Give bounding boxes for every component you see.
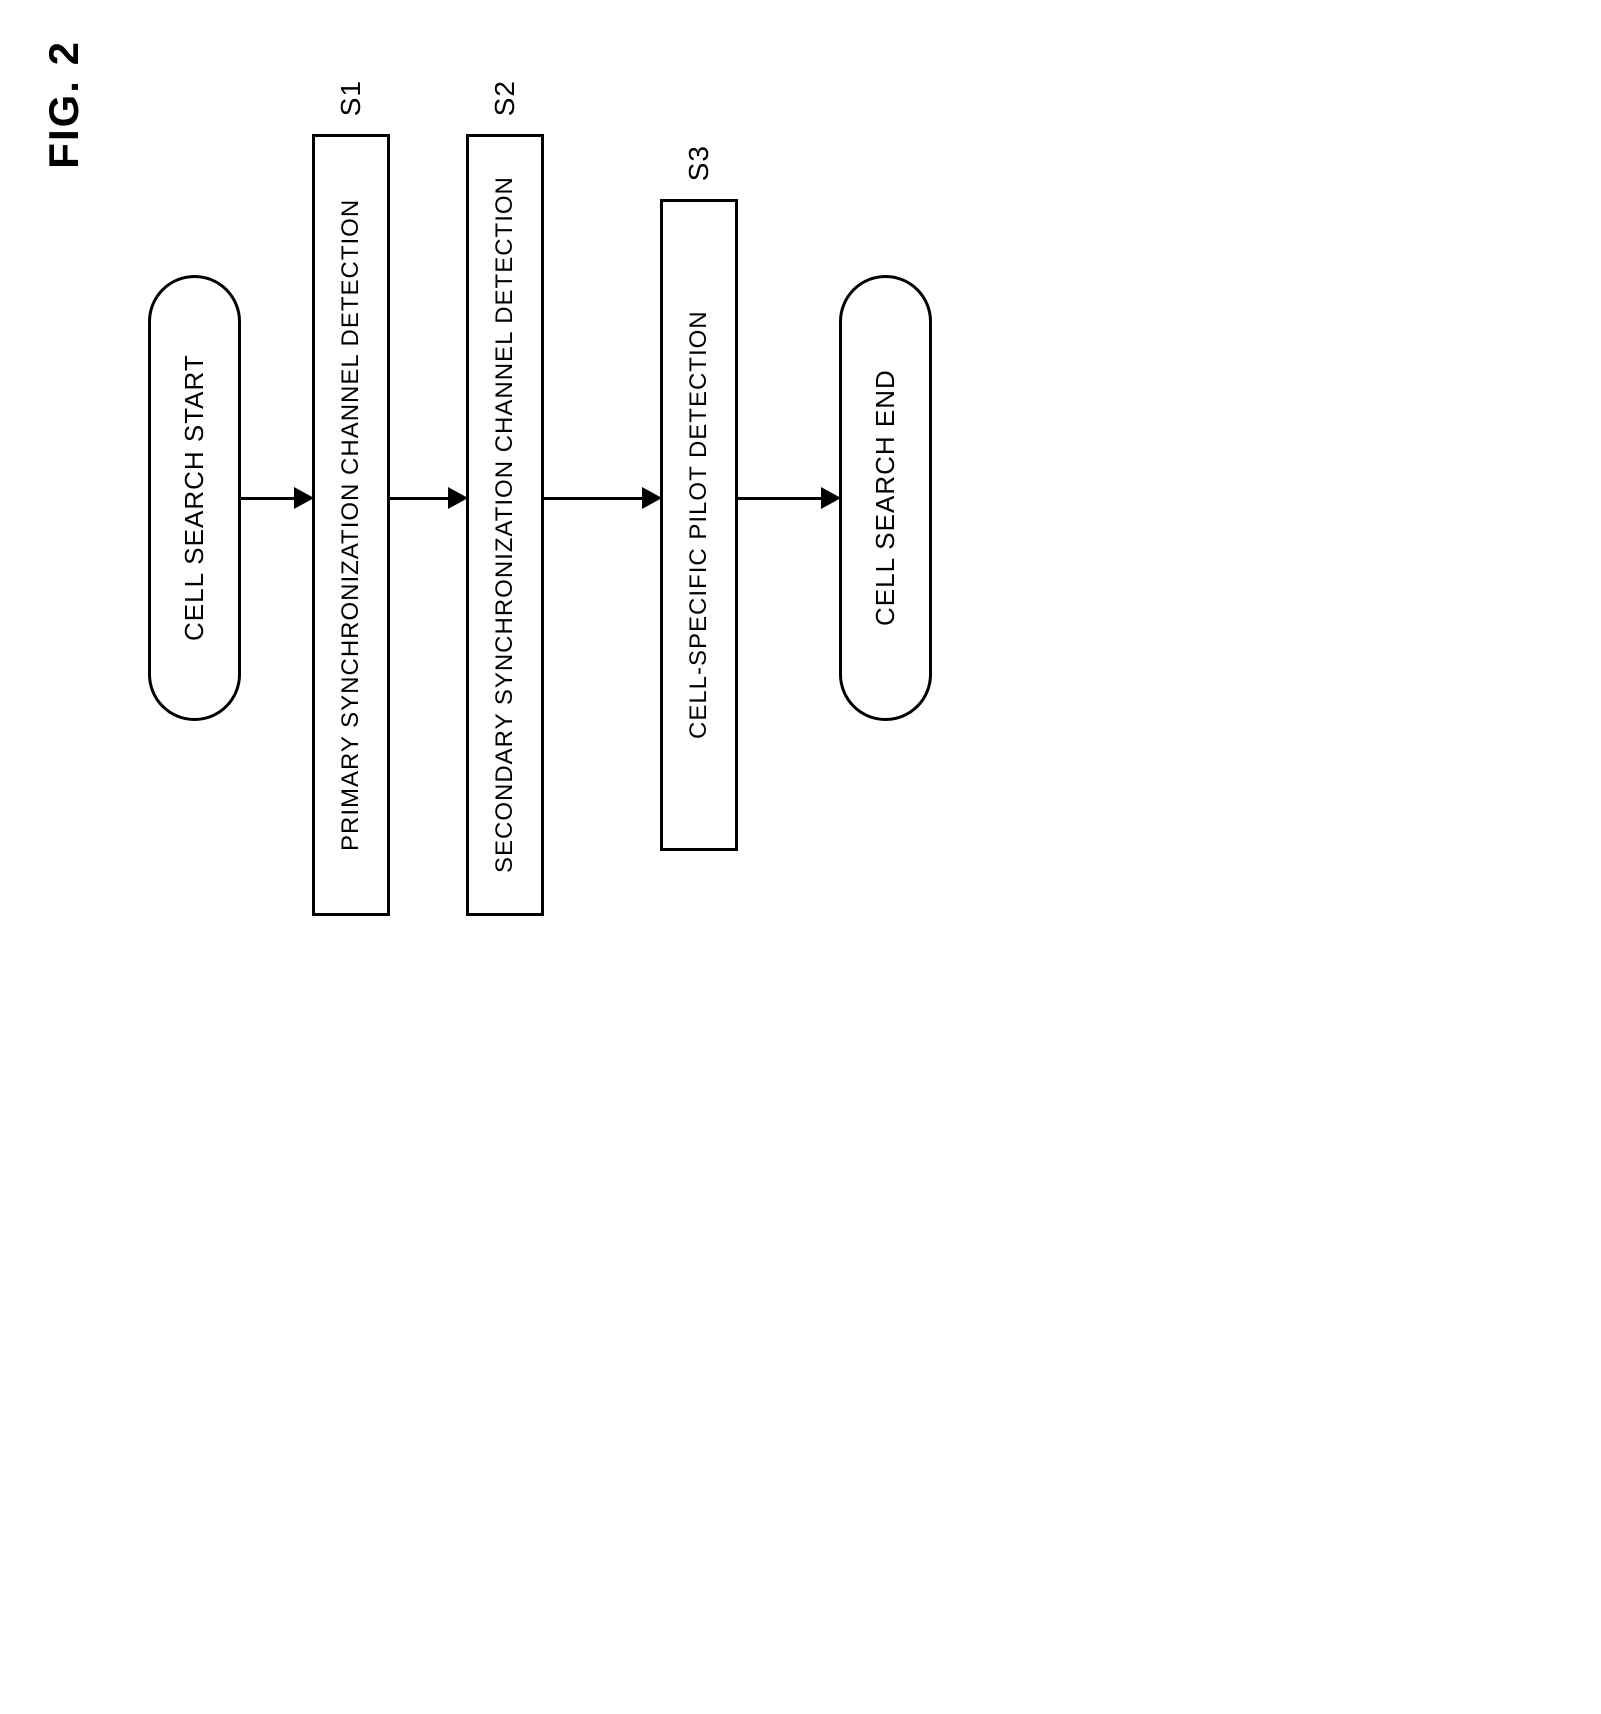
step-label-s1: S1 — [335, 80, 367, 116]
arrow-line — [388, 497, 448, 500]
process-wrapper-s3: S3 CELL-SPECIFIC PILOT DETECTION — [660, 145, 738, 851]
flowchart: CELL SEARCH START S1 PRIMARY SYNCHRONIZA… — [148, 40, 932, 916]
arrow-line — [542, 497, 642, 500]
arrow-head-icon — [642, 487, 662, 509]
process-s2: SECONDARY SYNCHRONIZATION CHANNEL DETECT… — [466, 134, 544, 916]
process-s3: CELL-SPECIFIC PILOT DETECTION — [660, 199, 738, 851]
arrow-head-icon — [448, 487, 468, 509]
process-s1: PRIMARY SYNCHRONIZATION CHANNEL DETECTIO… — [312, 134, 390, 916]
arrow-3 — [542, 487, 662, 509]
terminal-start: CELL SEARCH START — [148, 275, 241, 721]
process-wrapper-s2: S2 SECONDARY SYNCHRONIZATION CHANNEL DET… — [466, 80, 544, 916]
terminal-end: CELL SEARCH END — [839, 275, 932, 721]
flow-column: CELL SEARCH END — [839, 275, 932, 721]
flow-column: CELL SEARCH START — [148, 275, 241, 721]
figure-container: FIG. 2 CELL SEARCH START S1 PRIMARY SYNC… — [40, 40, 1561, 916]
arrow-line — [239, 497, 294, 500]
step-label-s2: S2 — [489, 80, 521, 116]
arrow-line — [736, 497, 821, 500]
arrow-head-icon — [294, 487, 314, 509]
step-label-s3: S3 — [683, 145, 715, 181]
arrow-4 — [736, 487, 841, 509]
arrow-2 — [388, 487, 468, 509]
figure-label: FIG. 2 — [40, 40, 88, 169]
arrow-head-icon — [821, 487, 841, 509]
arrow-1 — [239, 487, 314, 509]
process-wrapper-s1: S1 PRIMARY SYNCHRONIZATION CHANNEL DETEC… — [312, 80, 390, 916]
